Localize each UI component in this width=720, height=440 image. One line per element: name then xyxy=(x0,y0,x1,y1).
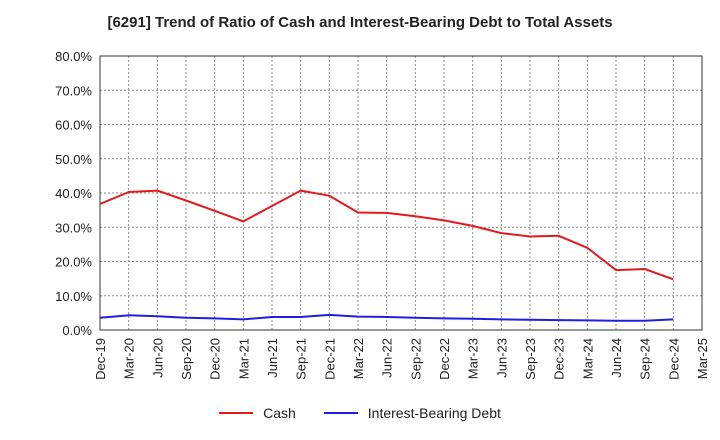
x-tick-label: Sep-20 xyxy=(179,338,194,380)
legend: Cash Interest-Bearing Debt xyxy=(0,405,720,421)
x-tick-label: Mar-20 xyxy=(122,338,137,379)
x-tick-label: Dec-23 xyxy=(552,338,567,380)
y-tick-label: 20.0% xyxy=(55,255,92,270)
x-tick-label: Sep-21 xyxy=(294,338,309,380)
chart-title: [6291] Trend of Ratio of Cash and Intere… xyxy=(107,14,613,31)
x-tick-label: Jun-20 xyxy=(150,338,165,378)
x-tick-label: Mar-22 xyxy=(351,338,366,379)
x-tick-label: Dec-22 xyxy=(437,338,452,380)
x-tick-label: Sep-24 xyxy=(638,338,653,380)
x-tick-label: Jun-23 xyxy=(494,338,509,378)
x-tick-label: Mar-25 xyxy=(695,338,710,379)
y-tick-label: 0.0% xyxy=(62,323,92,338)
x-tick-label: Dec-24 xyxy=(666,338,681,380)
x-tick-label: Dec-20 xyxy=(208,338,223,380)
x-tick-label: Jun-22 xyxy=(380,338,395,378)
series-line-interest-bearing-debt xyxy=(99,313,674,322)
y-tick-label: 40.0% xyxy=(55,186,92,201)
x-tick-label: Jun-24 xyxy=(609,338,624,378)
y-tick-label: 50.0% xyxy=(55,152,92,167)
y-tick-label: 30.0% xyxy=(55,220,92,235)
legend-swatch-debt xyxy=(323,412,358,414)
y-tick-label: 70.0% xyxy=(55,83,92,98)
legend-label-cash: Cash xyxy=(263,405,296,421)
plot-frame xyxy=(99,55,703,331)
y-tick-label: 60.0% xyxy=(55,118,92,133)
x-tick-label: Dec-21 xyxy=(322,338,337,380)
y-tick-label: 80.0% xyxy=(55,49,92,64)
x-tick-label: Mar-21 xyxy=(236,338,251,379)
x-tick-label: Sep-23 xyxy=(523,338,538,380)
legend-item-debt: Interest-Bearing Debt xyxy=(323,405,501,421)
x-tick-label: Sep-22 xyxy=(408,338,423,380)
legend-item-cash: Cash xyxy=(219,405,296,421)
x-tick-label: Mar-24 xyxy=(580,338,595,379)
legend-label-debt: Interest-Bearing Debt xyxy=(367,405,501,421)
y-tick-label: 10.0% xyxy=(55,289,92,304)
series-line-cash xyxy=(99,189,674,281)
legend-swatch-cash xyxy=(219,412,254,414)
x-tick-label: Mar-23 xyxy=(466,338,481,379)
x-tick-label: Jun-21 xyxy=(265,338,280,378)
x-tick-label: Dec-19 xyxy=(93,338,108,380)
